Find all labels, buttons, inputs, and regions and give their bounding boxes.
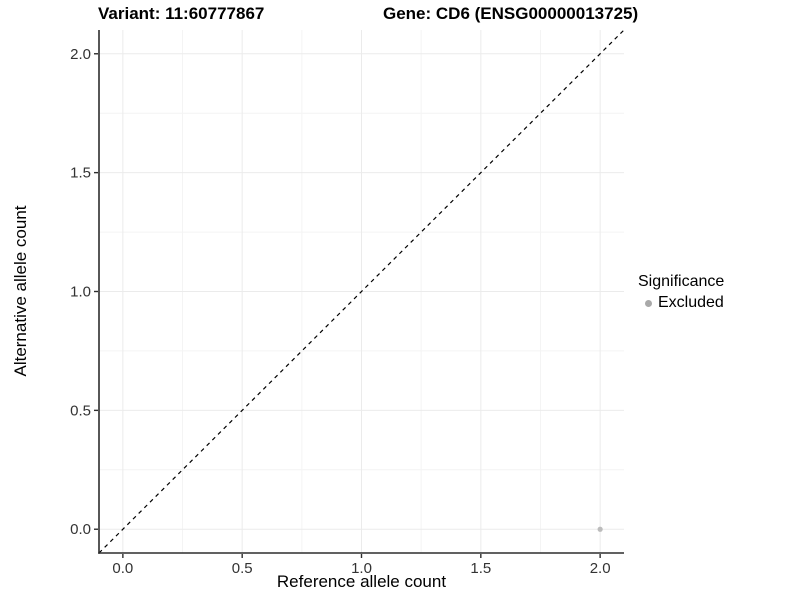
y-tick-label: 2.0 xyxy=(70,46,91,63)
y-tick-label: 1.5 xyxy=(70,165,91,182)
legend: Significance Excluded xyxy=(638,272,724,312)
x-tick-label: 1.5 xyxy=(470,560,491,577)
identity-dashed-line xyxy=(98,29,625,554)
y-tick-label: 0.0 xyxy=(70,521,91,538)
data-point xyxy=(597,526,603,532)
legend-title: Significance xyxy=(638,273,725,290)
x-tick-label: 0.5 xyxy=(232,560,253,577)
x-tick-label: 2.0 xyxy=(590,560,611,577)
y-axis-title: Alternative allele count xyxy=(11,205,30,377)
legend-item-label: Excluded xyxy=(658,294,724,311)
x-tick-label: 0.0 xyxy=(112,560,133,577)
plot-title-gene: Gene: CD6 (ENSG00000013725) xyxy=(383,4,639,23)
plot-title-variant: Variant: 11:60777867 xyxy=(98,4,265,23)
legend-item-excluded: Excluded xyxy=(638,294,724,312)
y-tick-label: 1.0 xyxy=(70,284,91,301)
y-tick-label: 0.5 xyxy=(70,402,91,419)
legend-point-icon xyxy=(645,299,652,307)
x-axis-title: Reference allele count xyxy=(276,572,447,591)
x-tick-label: 1.0 xyxy=(351,560,372,577)
